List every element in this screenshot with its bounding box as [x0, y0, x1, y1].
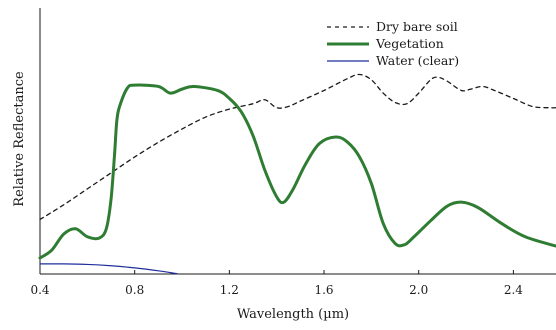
chart-legend: Dry bare soil Vegetation Water (clear) — [327, 19, 459, 68]
x-tick-label: 0.8 — [125, 283, 144, 297]
chart-series — [38, 73, 556, 275]
series-line-dry-bare-soil — [39, 73, 556, 221]
chart-axes — [39, 8, 556, 275]
series-line-vegetation — [38, 83, 556, 260]
x-tick-label: 2.0 — [409, 283, 428, 297]
legend-label-water-clear: Water (clear) — [376, 53, 459, 68]
legend-label-dry-bare-soil: Dry bare soil — [376, 19, 458, 34]
x-tick-label: 1.2 — [220, 283, 239, 297]
x-axis-label: Wavelength (µm) — [237, 307, 349, 322]
x-tick-label: 0.4 — [30, 283, 49, 297]
x-tick-label: 2.4 — [504, 283, 523, 297]
y-axis-label: Relative Reflectance — [12, 71, 27, 207]
series-line-water-clear — [39, 263, 178, 275]
x-axis-ticks: 0.4 0.8 1.2 1.6 2.0 2.4 — [30, 270, 523, 297]
x-tick-label: 1.6 — [314, 283, 333, 297]
legend-label-vegetation: Vegetation — [375, 36, 444, 51]
